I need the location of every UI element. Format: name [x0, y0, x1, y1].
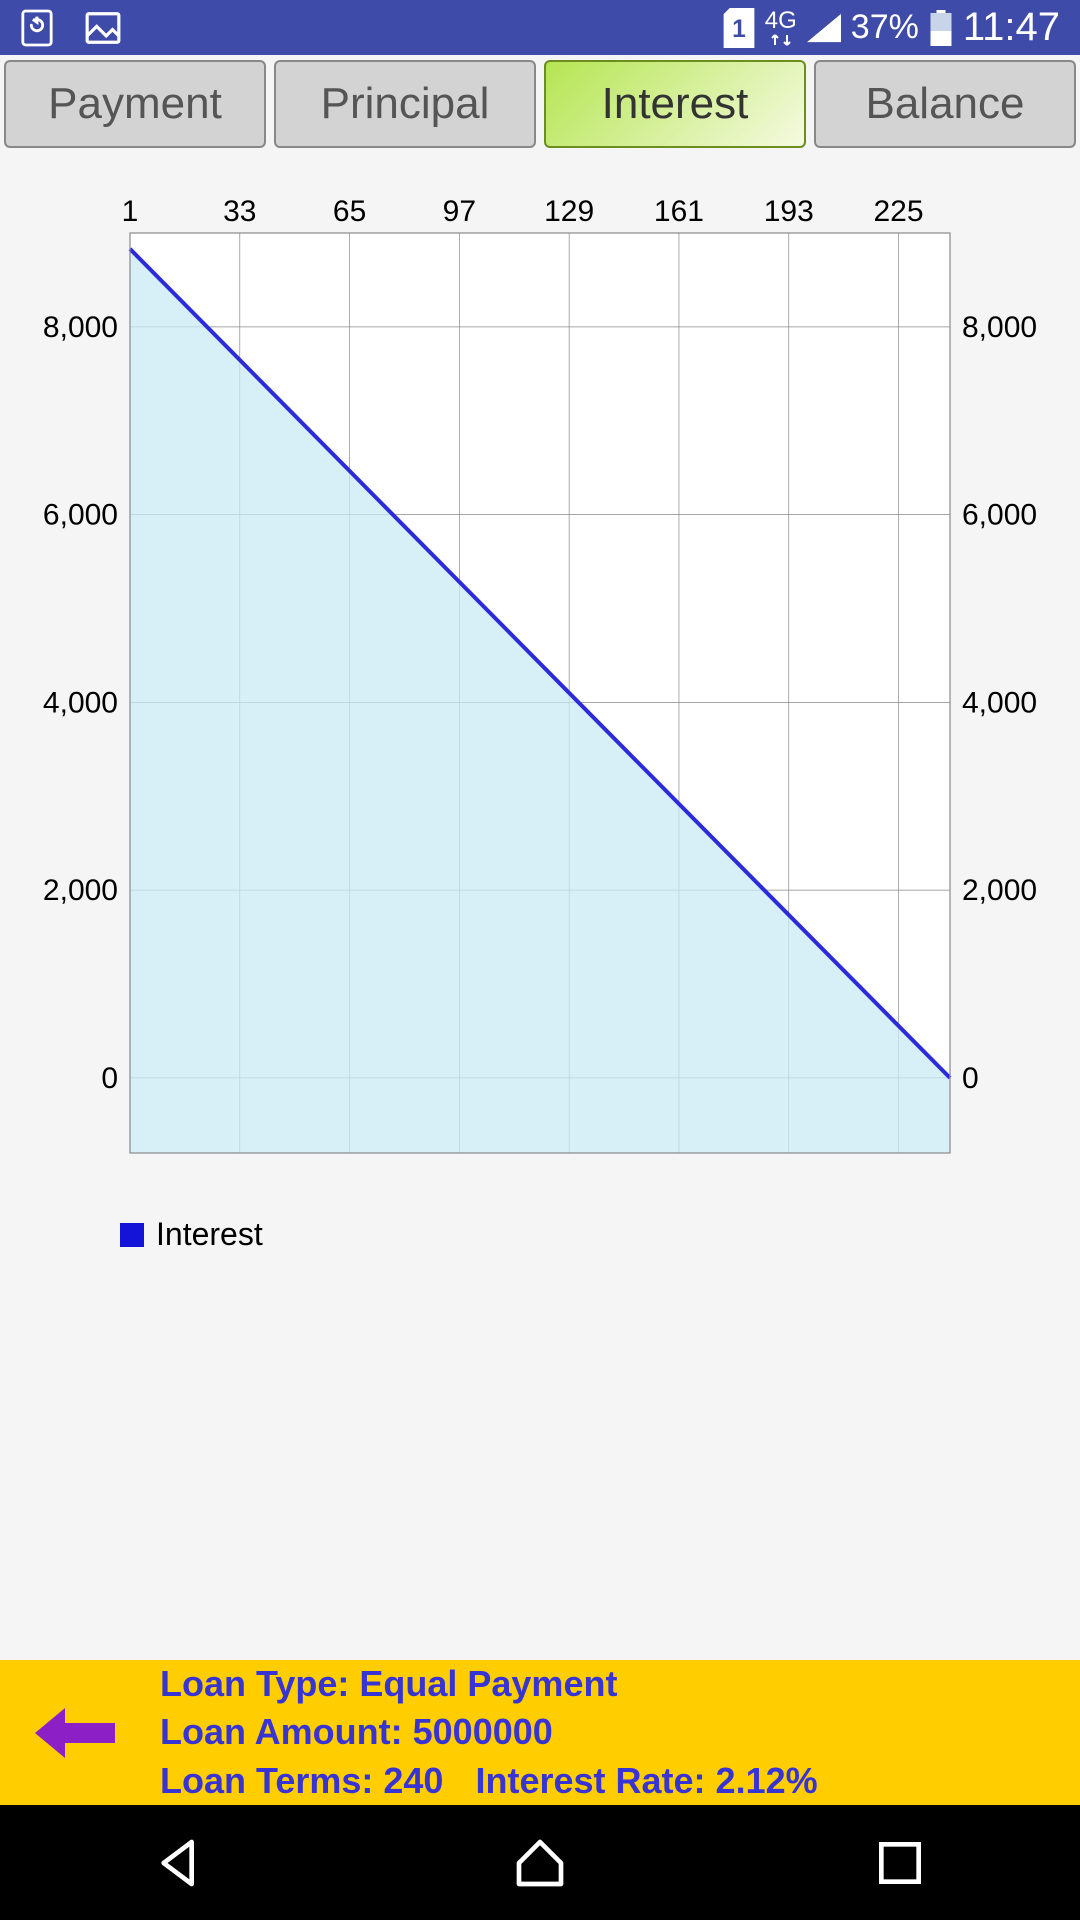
image-icon	[84, 9, 122, 47]
nav-recent-icon[interactable]	[872, 1835, 928, 1891]
tab-bar: Payment Principal Interest Balance	[0, 55, 1080, 153]
loan-amount-label: Loan Amount:	[160, 1711, 403, 1752]
svg-text:1: 1	[122, 195, 139, 228]
svg-text:0: 0	[101, 1062, 118, 1095]
refresh-icon	[20, 8, 54, 48]
svg-text:225: 225	[874, 195, 924, 228]
svg-text:0: 0	[962, 1062, 979, 1095]
loan-info-bar: Loan Type: Equal Payment Loan Amount: 50…	[0, 1660, 1080, 1805]
status-left	[20, 8, 122, 48]
svg-text:65: 65	[333, 195, 366, 228]
nav-back-icon[interactable]	[152, 1835, 208, 1891]
svg-text:2,000: 2,000	[962, 874, 1037, 907]
interest-chart: 1 33 65 97 129 161 193 225 0 0 2,000 2,000 4,000 4,00…	[40, 193, 1040, 1193]
chart-legend: Interest	[120, 1216, 1040, 1253]
signal-icon	[807, 13, 841, 43]
svg-text:33: 33	[223, 195, 256, 228]
nav-home-icon[interactable]	[512, 1835, 568, 1891]
loan-info-text: Loan Type: Equal Payment Loan Amount: 50…	[160, 1660, 818, 1806]
svg-text:6,000: 6,000	[43, 499, 118, 532]
interest-rate-label: Interest Rate:	[475, 1760, 705, 1801]
svg-text:161: 161	[654, 195, 704, 228]
loan-amount-row: Loan Amount: 5000000	[160, 1708, 818, 1757]
network-label: 4G	[765, 9, 797, 47]
svg-text:8,000: 8,000	[962, 311, 1037, 344]
battery-percent: 37%	[851, 8, 919, 47]
status-right: 1 4G 37% 11:47	[723, 5, 1060, 50]
loan-amount-value: 5000000	[413, 1711, 553, 1752]
status-bar: 1 4G 37% 11:47	[0, 0, 1080, 55]
svg-text:1: 1	[732, 16, 746, 43]
clock: 11:47	[963, 5, 1060, 50]
tab-payment[interactable]: Payment	[4, 60, 266, 148]
back-arrow-icon[interactable]	[30, 1703, 120, 1763]
chart-area: 1 33 65 97 129 161 193 225 0 0 2,000 2,000 4,000 4,00…	[0, 153, 1080, 1660]
android-nav-bar	[0, 1805, 1080, 1920]
loan-type-value: Equal Payment	[359, 1663, 617, 1704]
loan-terms-value: 240	[383, 1760, 443, 1801]
tab-interest[interactable]: Interest	[544, 60, 806, 148]
svg-text:2,000: 2,000	[43, 874, 118, 907]
svg-text:4,000: 4,000	[43, 686, 118, 719]
interest-rate-value: 2.12%	[716, 1760, 818, 1801]
svg-text:8,000: 8,000	[43, 311, 118, 344]
svg-text:193: 193	[764, 195, 814, 228]
svg-text:129: 129	[544, 195, 594, 228]
loan-type-row: Loan Type: Equal Payment	[160, 1660, 818, 1709]
svg-text:4,000: 4,000	[962, 686, 1037, 719]
tab-principal[interactable]: Principal	[274, 60, 536, 148]
loan-type-label: Loan Type:	[160, 1663, 349, 1704]
tab-balance[interactable]: Balance	[814, 60, 1076, 148]
legend-label: Interest	[156, 1216, 263, 1253]
svg-text:97: 97	[443, 195, 476, 228]
battery-icon	[929, 10, 953, 46]
svg-text:6,000: 6,000	[962, 499, 1037, 532]
loan-terms-label: Loan Terms:	[160, 1760, 373, 1801]
loan-terms-rate-row: Loan Terms: 240 Interest Rate: 2.12%	[160, 1757, 818, 1806]
sim-icon: 1	[723, 8, 755, 48]
legend-swatch	[120, 1223, 144, 1247]
